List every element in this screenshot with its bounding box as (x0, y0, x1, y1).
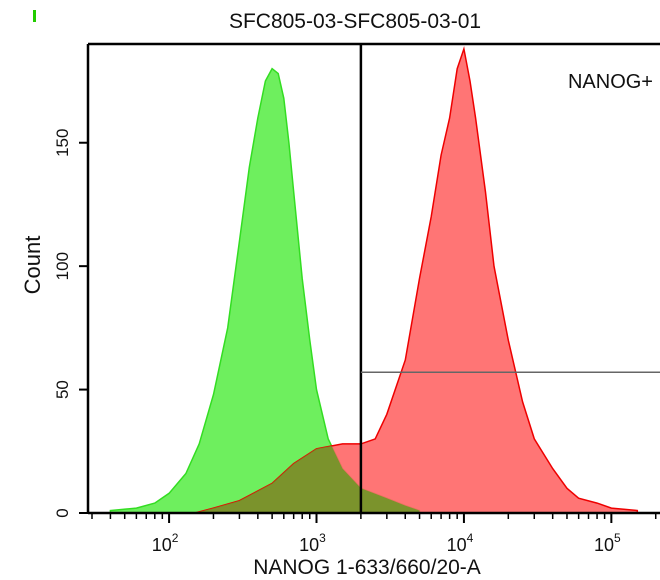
x-tick-label: 104 (447, 531, 474, 555)
y-axis-label: Count (20, 236, 45, 295)
y-tick-label: 50 (53, 380, 72, 399)
x-tick-label: 103 (299, 531, 326, 555)
chart-title: SFC805-03-SFC805-03-01 (229, 10, 481, 33)
series-layer (110, 49, 637, 513)
y-axis-ticks: 0 50 100 150 (53, 129, 88, 518)
y-tick-label: 100 (53, 252, 72, 280)
x-axis-label: NANOG 1-633/660/20-A (253, 556, 481, 579)
x-tick-label: 102 (152, 531, 179, 555)
gate-label: NANOG+ (568, 71, 653, 93)
plot-area: NANOG+ (88, 44, 660, 513)
y-tick-label: 0 (53, 508, 72, 517)
y-tick-label: 150 (53, 129, 72, 157)
x-tick-label: 105 (594, 531, 621, 555)
x-axis-ticks: 102 103 104 105 (92, 513, 656, 555)
